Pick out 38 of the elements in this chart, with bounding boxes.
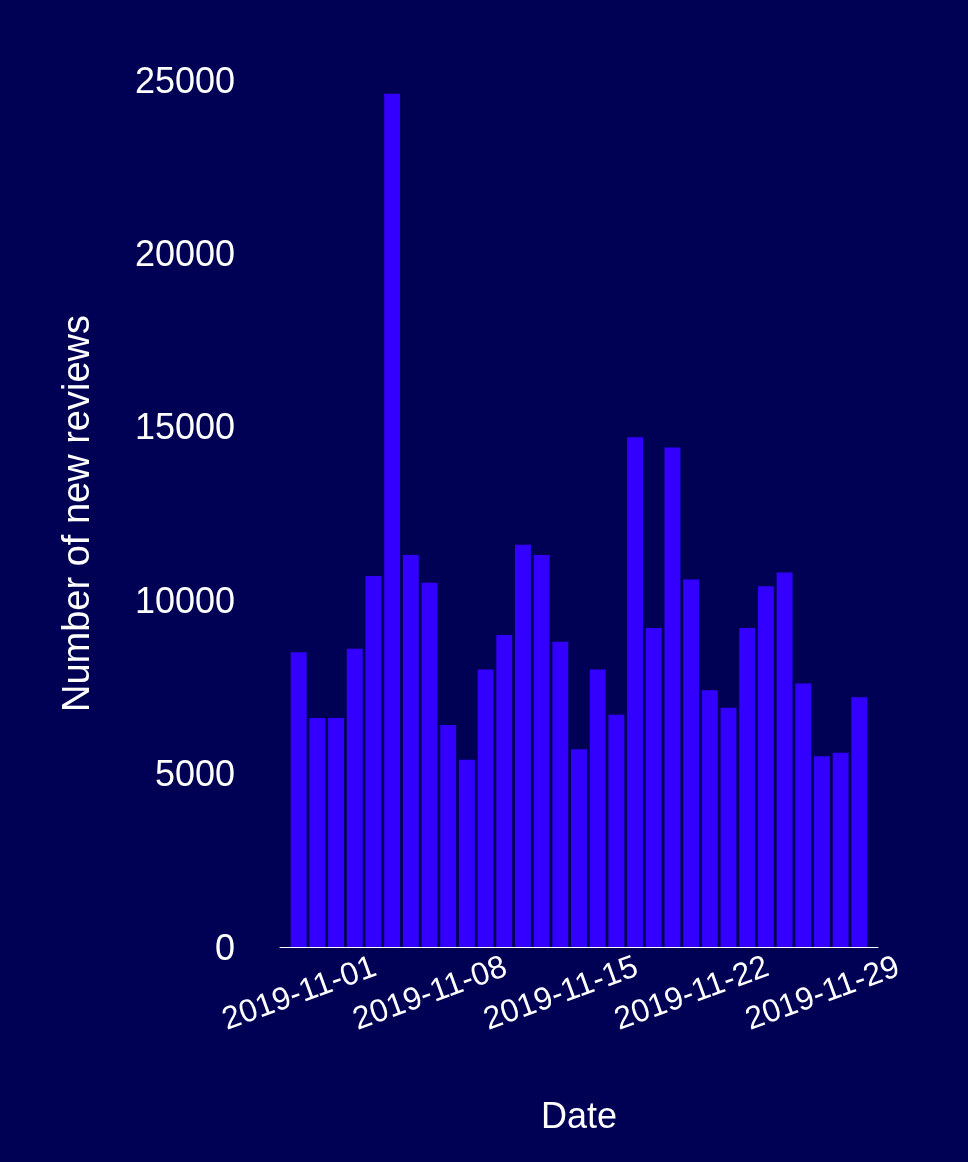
bar: [701, 690, 718, 947]
bar: [309, 718, 326, 947]
bar: [851, 697, 868, 947]
bar: [458, 759, 475, 947]
bar: [664, 447, 681, 947]
bar: [720, 707, 737, 947]
y-tick-label: 10000: [134, 579, 235, 621]
bar: [515, 544, 531, 947]
y-axis-title: Number of new reviews: [55, 314, 97, 713]
bar: [683, 579, 700, 947]
y-tick-label: 5000: [154, 753, 235, 795]
bar: [552, 641, 569, 947]
bar: [627, 437, 643, 947]
x-axis-title: Date: [540, 1094, 618, 1136]
bar: [440, 725, 457, 947]
bar: [290, 652, 307, 947]
bar: [795, 683, 812, 947]
bar: [346, 648, 363, 947]
bar: [328, 718, 344, 947]
bar: [776, 572, 793, 947]
bar: [365, 575, 382, 947]
bar: [571, 749, 587, 947]
bar: [757, 586, 774, 947]
bar: [496, 634, 513, 947]
bar: [421, 582, 438, 947]
bar: [384, 93, 401, 947]
bar: [533, 555, 550, 947]
bar: [589, 669, 606, 947]
y-tick-label: 15000: [134, 406, 235, 448]
bar: [402, 555, 419, 947]
y-tick-label: 25000: [134, 59, 235, 101]
bar: [814, 756, 830, 947]
y-tick-label: 20000: [134, 232, 235, 274]
bar: [645, 627, 662, 947]
bar: [832, 752, 849, 947]
bar: [739, 627, 756, 947]
bar: [477, 669, 494, 947]
bar: [608, 714, 625, 947]
